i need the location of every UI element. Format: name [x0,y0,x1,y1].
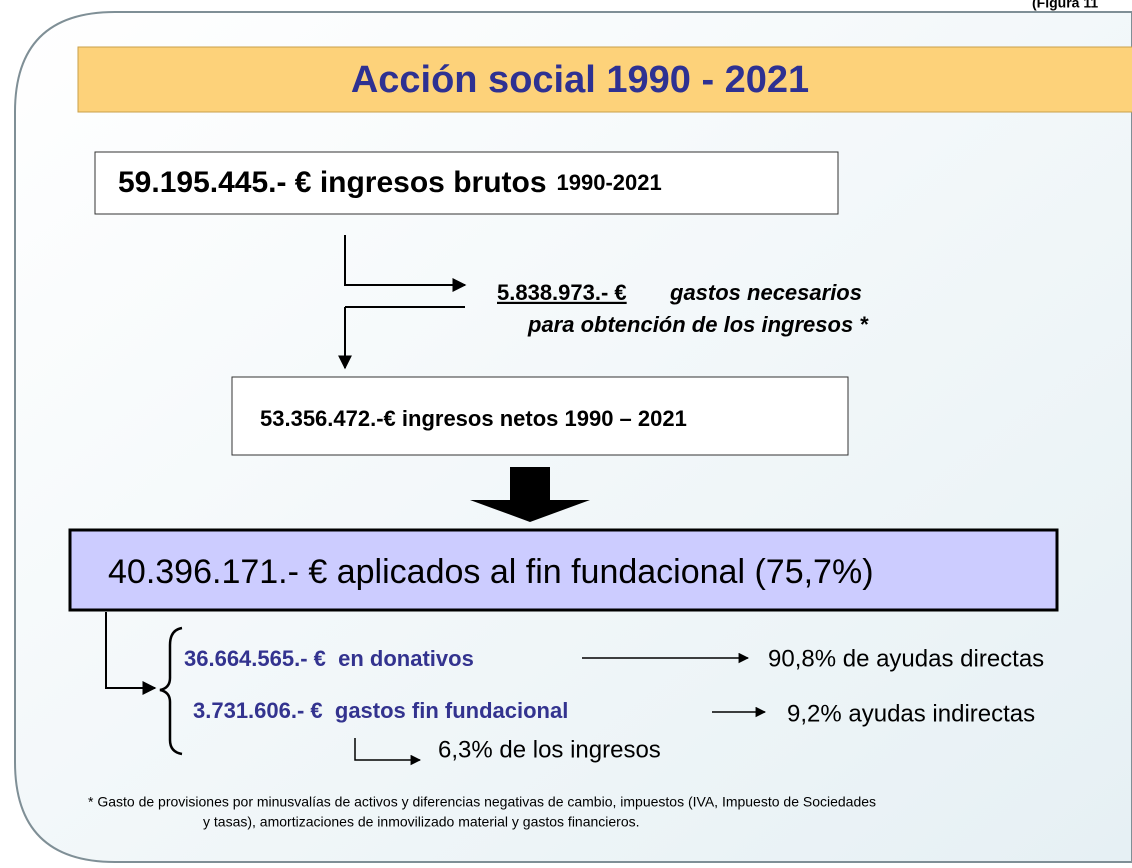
connectors [338,235,467,370]
down-arrow [470,467,590,522]
gross-text: 59.195.445.- € ingresos brutos 1990-2021 [118,166,662,199]
donations-amount: 36.664.565.- € en donativos [184,646,474,671]
figure-label: (Figura 11 [1032,0,1098,11]
title: Acción social 1990 - 2021 [351,59,809,101]
gross-amount: 59.195.445.- € ingresos brutos [118,166,547,199]
footnote-line: * Gasto de provisiones por minusvalías d… [88,794,876,810]
applied-text: 40.396.171.- € aplicados al fin fundacio… [108,553,874,591]
income-share: 6,3% de los ingresos [438,736,661,763]
breakdown-connectors [105,612,767,766]
net-box [231,376,849,456]
gross-box [94,151,839,215]
footnote-line: y tasas), amortizaciones de inmovilizado… [203,814,640,830]
expenses-line2: para obtención de los ingresos * [527,312,869,337]
title-bar [77,46,1132,113]
expenses-fund-result: 9,2% ayudas indirectas [787,700,1035,727]
gross-period: 1990-2021 [557,170,662,195]
applied-box [68,528,1059,612]
net-text: 53.356.472.-€ ingresos netos 1990 – 2021 [260,406,687,431]
expenses-fund-amount: 3.731.606.- € gastos fin fundacional [193,698,568,723]
expenses-amount: 5.838.973.- € [497,280,627,305]
expenses-line1: gastos necesarios [669,280,862,305]
donations-result: 90,8% de ayudas directas [768,645,1044,672]
